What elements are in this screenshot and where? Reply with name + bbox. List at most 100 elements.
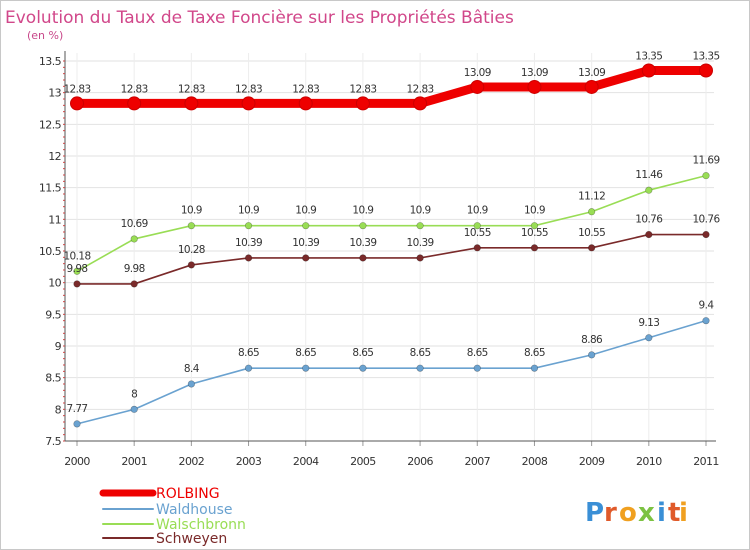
x-tick-label: 2002 [179, 455, 205, 468]
data-point-rolbing [700, 64, 713, 77]
data-label-waldhouse: 8.86 [581, 334, 603, 346]
data-label-rolbing: 12.83 [235, 83, 262, 95]
data-label-schweyen: 10.39 [235, 237, 262, 249]
x-tick-label: 2007 [464, 455, 490, 468]
data-point-walschbronn [588, 208, 595, 215]
data-point-waldhouse [646, 334, 653, 341]
y-tick-label: 9 [55, 340, 62, 353]
data-point-waldhouse [417, 365, 424, 372]
data-label-walschbronn: 10.9 [238, 205, 259, 217]
x-tick-label: 2008 [522, 455, 548, 468]
data-point-schweyen [131, 281, 138, 288]
data-label-waldhouse: 8.65 [238, 347, 259, 359]
data-label-rolbing: 13.35 [635, 51, 662, 63]
data-point-schweyen [531, 245, 538, 252]
data-label-rolbing: 12.83 [63, 83, 90, 95]
y-tick-label: 11 [48, 213, 61, 226]
data-point-waldhouse [531, 365, 538, 372]
logo-letter: r [604, 498, 617, 528]
series-line-waldhouse [77, 321, 706, 424]
y-tick-label: 10.5 [39, 245, 62, 258]
series-line-rolbing [77, 71, 706, 104]
data-point-schweyen [474, 245, 481, 252]
data-point-rolbing [642, 64, 655, 77]
data-label-waldhouse: 8 [131, 388, 137, 400]
data-label-waldhouse: 8.65 [467, 347, 488, 359]
data-label-rolbing: 12.83 [349, 83, 376, 95]
data-point-waldhouse [131, 406, 138, 413]
data-point-schweyen [245, 255, 252, 262]
data-point-walschbronn [417, 222, 424, 229]
data-point-walschbronn [131, 236, 138, 243]
data-label-rolbing: 13.35 [692, 51, 719, 63]
data-point-waldhouse [588, 352, 595, 359]
data-point-walschbronn [360, 222, 367, 229]
data-label-walschbronn: 10.18 [63, 250, 90, 262]
data-label-rolbing: 12.83 [407, 83, 434, 95]
x-tick-label: 2001 [121, 455, 147, 468]
x-tick-label: 2006 [407, 455, 433, 468]
data-label-schweyen: 10.76 [635, 214, 663, 226]
logo-letter: o [619, 498, 637, 528]
data-point-rolbing [71, 97, 84, 110]
data-point-waldhouse [703, 317, 710, 324]
data-point-schweyen [188, 262, 195, 269]
y-tick-label: 13 [48, 87, 61, 100]
data-point-waldhouse [245, 365, 252, 372]
data-label-rolbing: 13.09 [578, 67, 605, 79]
logo-letter: P [585, 498, 604, 528]
data-label-waldhouse: 8.65 [352, 347, 373, 359]
y-tick-label: 12 [48, 150, 61, 163]
series-line-schweyen [77, 235, 706, 284]
data-label-waldhouse: 7.77 [67, 403, 88, 415]
data-label-schweyen: 10.39 [349, 237, 376, 249]
x-tick-label: 2004 [293, 455, 319, 468]
data-label-walschbronn: 10.9 [524, 205, 545, 217]
data-label-walschbronn: 10.9 [352, 205, 373, 217]
data-point-waldhouse [188, 381, 195, 388]
chart-title: Evolution du Taux de Taxe Foncière sur l… [5, 8, 514, 28]
data-point-rolbing [356, 97, 369, 110]
x-tick-label: 2000 [64, 455, 90, 468]
data-point-walschbronn [302, 222, 309, 229]
legend-label-waldhouse: Waldhouse [156, 502, 233, 518]
data-point-waldhouse [74, 421, 81, 428]
chart-frame: Evolution du Taux de Taxe Foncière sur l… [0, 0, 750, 550]
legend-label-rolbing: ROLBING [156, 486, 220, 502]
line-chart: Evolution du Taux de Taxe Foncière sur l… [1, 1, 749, 549]
x-tick-label: 2005 [350, 455, 376, 468]
data-point-schweyen [646, 231, 653, 238]
data-point-rolbing [528, 80, 541, 93]
series-line-walschbronn [77, 176, 706, 272]
logo-letter: x [638, 498, 655, 528]
data-label-rolbing: 12.83 [292, 83, 319, 95]
data-label-walschbronn: 10.9 [181, 205, 202, 217]
data-label-rolbing: 12.83 [121, 83, 148, 95]
data-point-walschbronn [703, 172, 710, 179]
data-label-schweyen: 10.55 [521, 227, 548, 239]
data-point-schweyen [74, 281, 81, 288]
data-point-rolbing [414, 97, 427, 110]
data-point-rolbing [471, 80, 484, 93]
y-tick-label: 8 [55, 403, 62, 416]
data-point-rolbing [185, 97, 198, 110]
data-label-rolbing: 13.09 [464, 67, 491, 79]
data-point-walschbronn [188, 222, 195, 229]
chart-subtitle: (en %) [27, 29, 63, 42]
x-tick-label: 2011 [693, 455, 719, 468]
y-tick-label: 9.5 [45, 308, 61, 321]
data-point-schweyen [302, 255, 309, 262]
logo-letter: i [657, 498, 666, 528]
data-point-walschbronn [245, 222, 252, 229]
data-point-schweyen [417, 255, 424, 262]
y-tick-label: 12.5 [39, 118, 62, 131]
data-label-schweyen: 10.28 [178, 244, 205, 256]
x-tick-label: 2010 [636, 455, 662, 468]
data-label-schweyen: 10.39 [292, 237, 319, 249]
data-label-waldhouse: 8.65 [524, 347, 545, 359]
data-label-schweyen: 10.55 [578, 227, 605, 239]
logo-letter: i [679, 498, 688, 528]
data-point-rolbing [299, 97, 312, 110]
